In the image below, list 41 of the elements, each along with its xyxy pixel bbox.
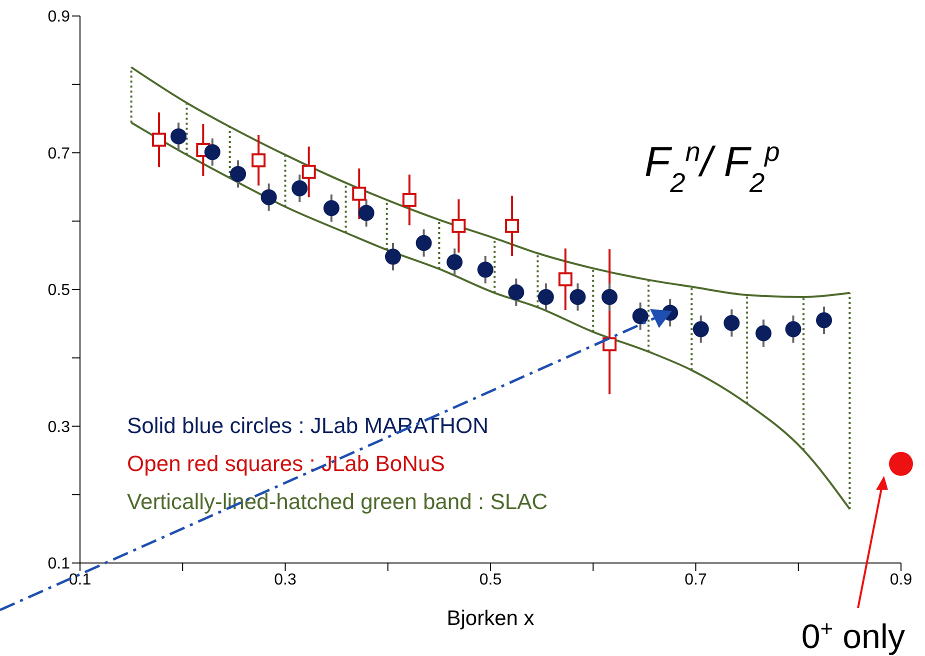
text: 0$^{+}$ only [801, 616, 905, 656]
point [889, 452, 913, 476]
point [570, 289, 586, 306]
point [538, 289, 554, 306]
point [452, 218, 466, 233]
y-tick-label: 0.3 [48, 418, 70, 436]
point [505, 218, 520, 233]
point [352, 186, 366, 201]
point [477, 262, 494, 278]
point [170, 128, 187, 144]
point [358, 204, 374, 221]
point [292, 180, 308, 196]
point [785, 321, 802, 338]
point [302, 164, 316, 179]
x-tick-label: 0.9 [890, 571, 912, 588]
point [602, 289, 618, 306]
point [402, 192, 416, 207]
point [692, 321, 709, 338]
point [152, 132, 166, 147]
point [204, 144, 220, 160]
x-tick-label: 0.7 [684, 571, 707, 588]
y-tick-label: 0.9 [48, 8, 70, 26]
point [816, 312, 832, 328]
point [724, 315, 740, 332]
y-tick-label: 0.5 [48, 282, 70, 300]
point [252, 153, 266, 168]
y-tick-label: 0.1 [48, 556, 70, 573]
point [385, 248, 402, 265]
point [632, 308, 648, 324]
point [446, 254, 463, 270]
x-axis-title: Bjorken x [446, 607, 535, 630]
y-tick-label: 0.7 [48, 145, 70, 162]
point [416, 235, 432, 252]
point [558, 272, 572, 286]
x-tick-label: 0.3 [274, 571, 296, 588]
point [230, 166, 246, 182]
x-tick-label: 0.5 [479, 571, 502, 588]
point [508, 284, 524, 300]
point [755, 325, 772, 342]
point [323, 200, 340, 216]
point [260, 189, 277, 206]
